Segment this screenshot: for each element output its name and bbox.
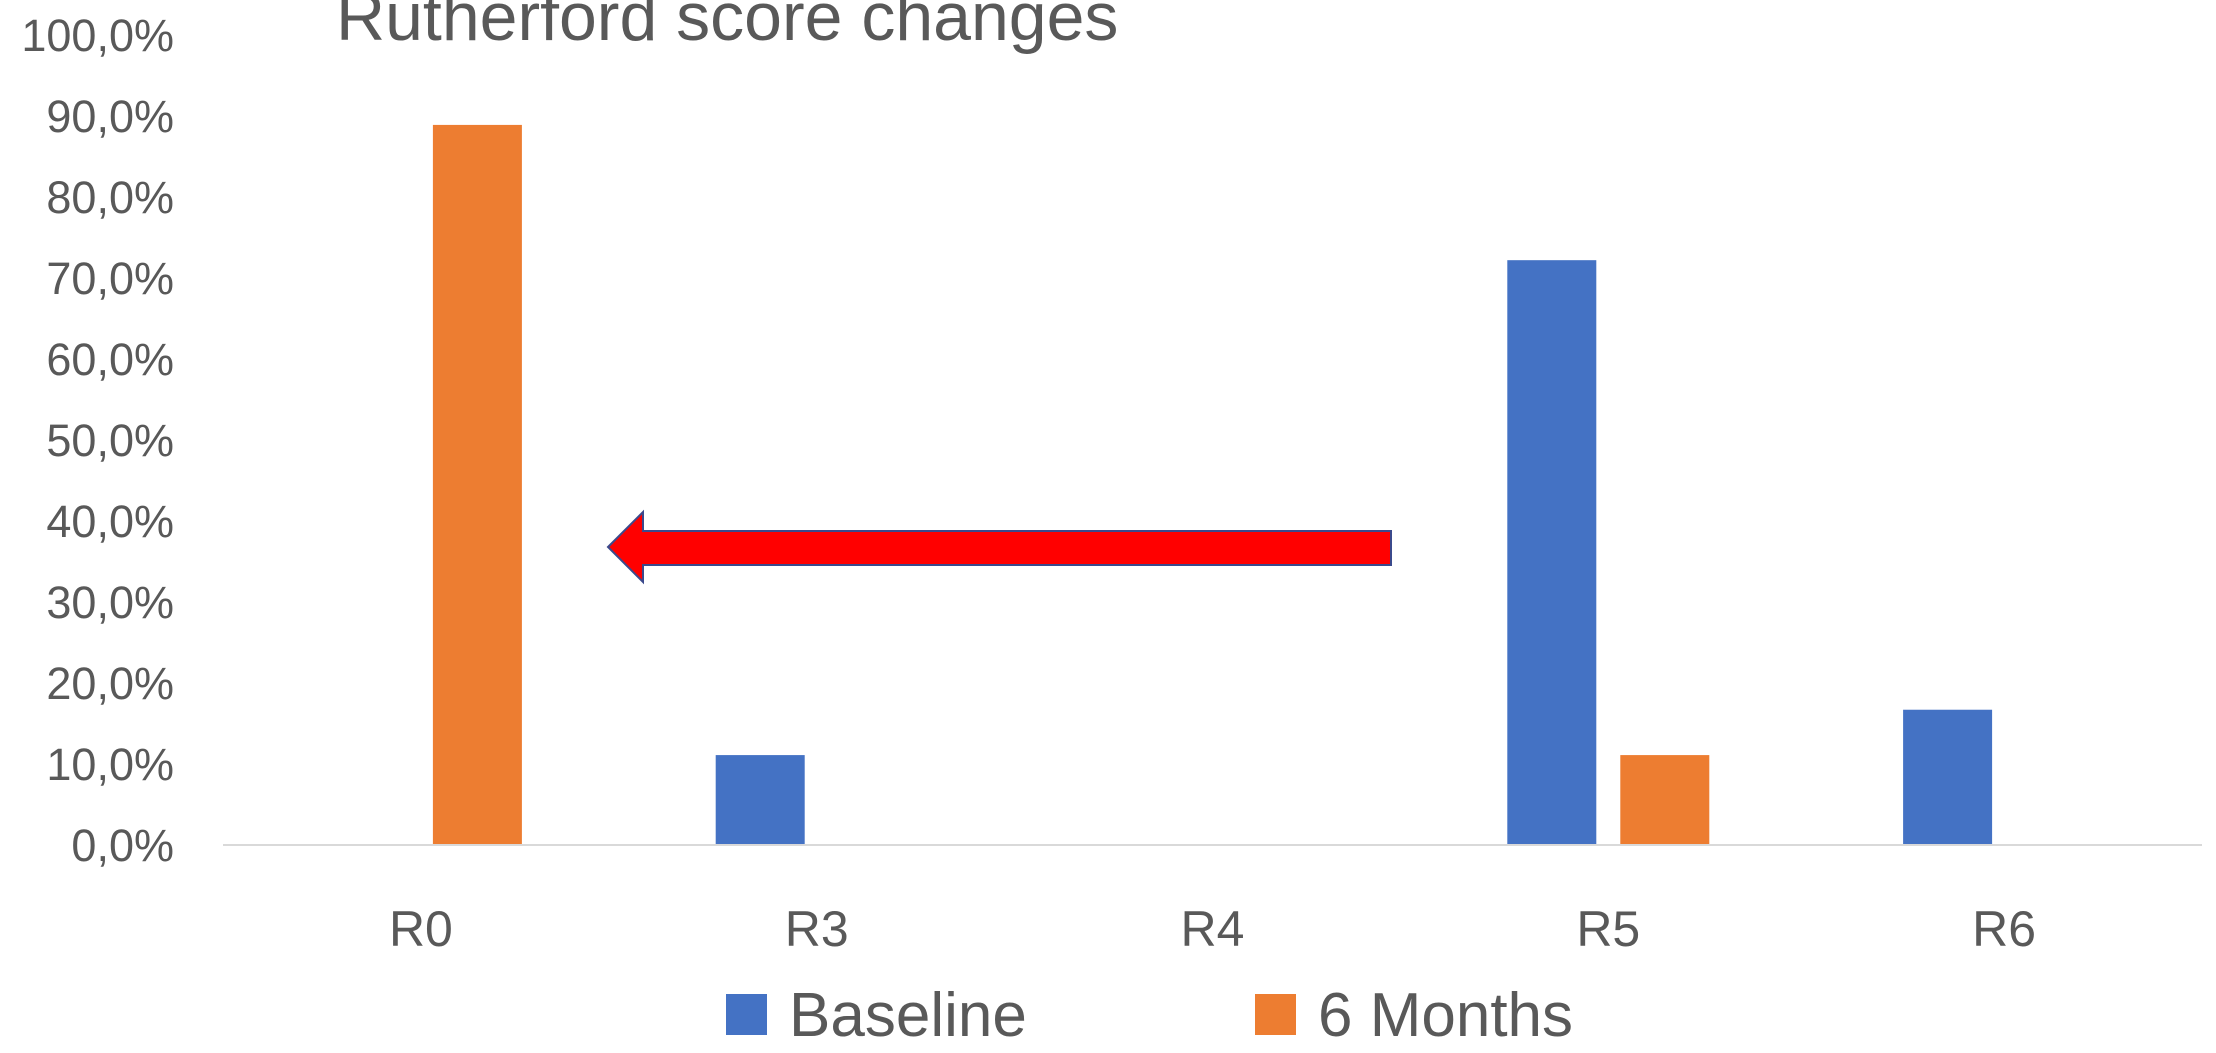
y-tick-label: 0,0%	[71, 820, 174, 871]
bar	[1620, 755, 1710, 845]
chart-title: Rutherford score changes	[336, 0, 1118, 55]
y-tick-label: 90,0%	[46, 91, 174, 142]
x-tick-label: R3	[785, 901, 849, 957]
y-tick-label: 40,0%	[46, 496, 174, 547]
y-tick-label: 20,0%	[46, 658, 174, 709]
legend-label: Baseline	[789, 981, 1027, 1050]
y-tick-label: 10,0%	[46, 739, 174, 790]
x-tick-label: R4	[1181, 901, 1245, 957]
y-tick-label: 50,0%	[46, 415, 174, 466]
x-tick-label: R0	[389, 901, 453, 957]
y-tick-label: 30,0%	[46, 577, 174, 628]
y-tick-label: 100,0%	[21, 10, 174, 61]
legend-swatch	[1255, 994, 1296, 1035]
arrow	[606, 509, 1392, 585]
bar	[1903, 709, 1993, 845]
x-tick-label: R6	[1972, 901, 2036, 957]
bar	[715, 755, 805, 845]
legend-swatch	[726, 994, 767, 1035]
bar	[432, 124, 522, 845]
y-tick-label: 60,0%	[46, 334, 174, 385]
legend-label: 6 Months	[1318, 981, 1573, 1050]
bar	[1507, 260, 1597, 845]
y-tick-label: 80,0%	[46, 172, 174, 223]
y-tick-label: 70,0%	[46, 253, 174, 304]
x-tick-label: R5	[1576, 901, 1640, 957]
